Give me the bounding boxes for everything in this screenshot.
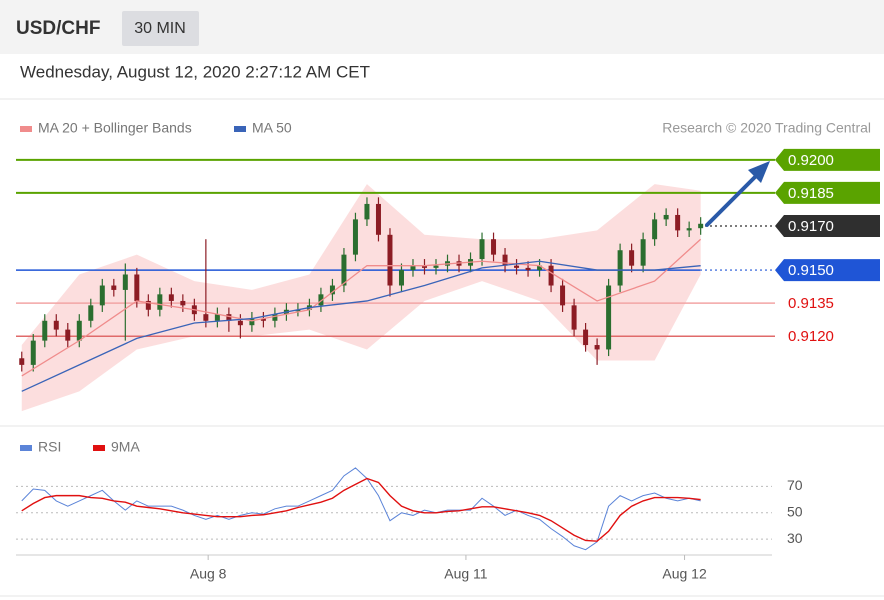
interval[interactable]: 30 MIN (134, 20, 186, 37)
candle-body (571, 305, 577, 330)
candle-body (341, 254, 347, 286)
candle-body (157, 294, 163, 310)
legend-swatch (234, 126, 246, 132)
candle-body (134, 274, 140, 301)
candle-body (214, 314, 220, 321)
candle-body (410, 265, 416, 271)
indicator-line (21, 467, 701, 551)
candle-body (375, 203, 381, 235)
candle-body (111, 285, 117, 290)
candle-body (502, 254, 508, 266)
candle-body (122, 274, 128, 290)
candle-body (237, 320, 243, 326)
candle-body (560, 285, 566, 306)
candle-body (65, 329, 71, 341)
candle-body (145, 300, 151, 310)
candle-body (629, 250, 635, 266)
level-badge (775, 148, 880, 171)
candle-body (364, 203, 370, 220)
symbol: USD/CHF (16, 18, 100, 39)
candle-body (329, 285, 335, 295)
candle-body (295, 309, 301, 312)
candle-body (675, 214, 681, 231)
level-badge (775, 214, 880, 237)
y-tick-label: 50 (787, 503, 803, 519)
credit: Research © 2020 Trading Central (662, 120, 871, 136)
legend-label: MA 50 (252, 120, 292, 136)
candle-body (606, 285, 612, 350)
candle-body (272, 314, 278, 321)
candle-body (617, 250, 623, 286)
candle-body (686, 228, 692, 231)
legend-label: MA 20 + Bollinger Bands (38, 120, 192, 136)
indicator-line (21, 477, 701, 542)
level-label: 0.9170 (788, 218, 834, 235)
candle-body (652, 219, 658, 240)
legend-swatch (93, 445, 105, 451)
level-label: 0.9120 (788, 328, 834, 345)
plot: MA 20 + Bollinger Bands MA 50 0.9200 0.9185… (16, 120, 880, 582)
candle-body (352, 219, 358, 255)
ma-line (21, 238, 702, 377)
x-tick-label: Aug 11 (444, 566, 488, 582)
x-tick-label: Aug 8 (190, 566, 227, 582)
candle-body (180, 300, 186, 306)
target-arrow (705, 161, 770, 227)
y-tick-label: 70 (787, 477, 803, 493)
level-badge (775, 181, 880, 204)
x-tick-label: Aug 12 (662, 566, 707, 582)
level-label: 0.9185 (788, 185, 834, 202)
legend-label: RSI (38, 439, 61, 455)
candle-body (260, 318, 266, 321)
candle-body (421, 265, 427, 268)
arrow-shaft (705, 173, 759, 227)
legend-swatch (20, 126, 32, 132)
candle-body (99, 285, 105, 306)
level-badge (775, 259, 880, 282)
candle-body (583, 329, 589, 346)
legend-label: 9MA (111, 439, 140, 455)
candle-body (387, 234, 393, 286)
candle-body (525, 267, 531, 271)
candle-body (514, 265, 520, 268)
candle-body (30, 340, 36, 365)
candle-body (249, 318, 255, 326)
candle-body (168, 294, 174, 301)
candle-body (594, 345, 600, 350)
candle-body (88, 305, 94, 321)
candle-body (226, 314, 232, 321)
level-label: 0.9135 (788, 295, 834, 312)
ma-line (21, 260, 701, 392)
candle-body (548, 265, 554, 286)
level-label: 0.9150 (788, 262, 834, 279)
candle-body (398, 270, 404, 286)
candle-body (42, 320, 48, 341)
interval-button[interactable] (122, 11, 199, 46)
y-tick-label: 30 (787, 530, 803, 546)
bollinger-band (21, 184, 701, 412)
timestamp: Wednesday, August 12, 2020 2:27:12 AM CE… (20, 62, 370, 81)
candle-body (433, 265, 439, 268)
legend-swatch (20, 445, 32, 451)
candle-body (318, 294, 324, 306)
candle-body (663, 214, 669, 220)
candle-body (698, 223, 704, 229)
candle-body (537, 265, 543, 271)
level-label: 0.9200 (788, 152, 834, 169)
candle-body (203, 314, 209, 321)
candle-body (640, 239, 646, 266)
candle-body (479, 239, 485, 260)
candle-body (491, 239, 497, 255)
candle-body (76, 320, 82, 341)
candle-body (19, 358, 25, 365)
arrow-head (748, 161, 770, 183)
candle-body (53, 320, 59, 330)
